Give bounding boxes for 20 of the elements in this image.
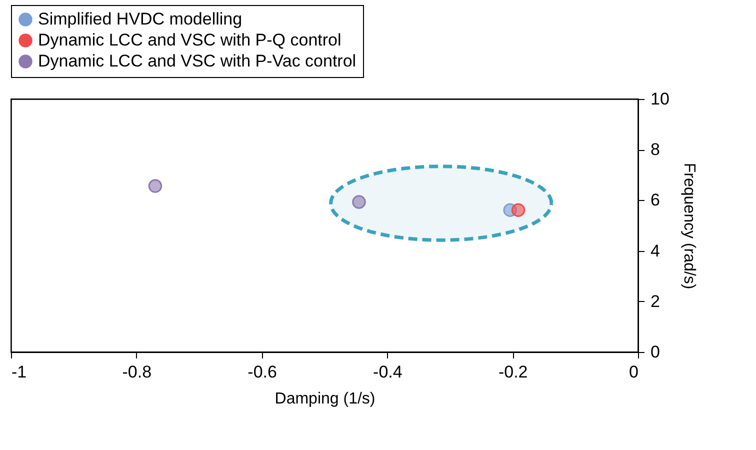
x-axis-title: Damping (1/s): [274, 390, 376, 408]
y-axis-title: Frequency (rad/s): [680, 162, 698, 290]
x-tick-label: -0.4: [373, 362, 402, 382]
point: [148, 179, 162, 193]
x-tick-label: -0.2: [498, 362, 528, 382]
x-tick-label: -1: [12, 362, 27, 382]
y-tick-label: 4: [650, 241, 660, 260]
legend-label: Dynamic LCC and VSC with P-Q control: [38, 30, 342, 50]
legend-label: Dynamic LCC and VSC with P-Vac control: [38, 52, 356, 70]
x-tick-label: -0.8: [122, 362, 152, 382]
y-tick-label: 2: [650, 292, 660, 311]
x-tick-label: 0: [629, 362, 638, 382]
y-tick-label: 6: [650, 190, 660, 210]
point: [511, 203, 526, 217]
point: [352, 195, 366, 209]
x-tick-label: -0.6: [248, 362, 277, 382]
legend-label: Simplified HVDC modelling: [38, 10, 242, 28]
y-tick-label: 0: [650, 342, 660, 362]
y-tick-label: 10: [650, 90, 670, 108]
y-tick-label: 8: [650, 140, 660, 160]
